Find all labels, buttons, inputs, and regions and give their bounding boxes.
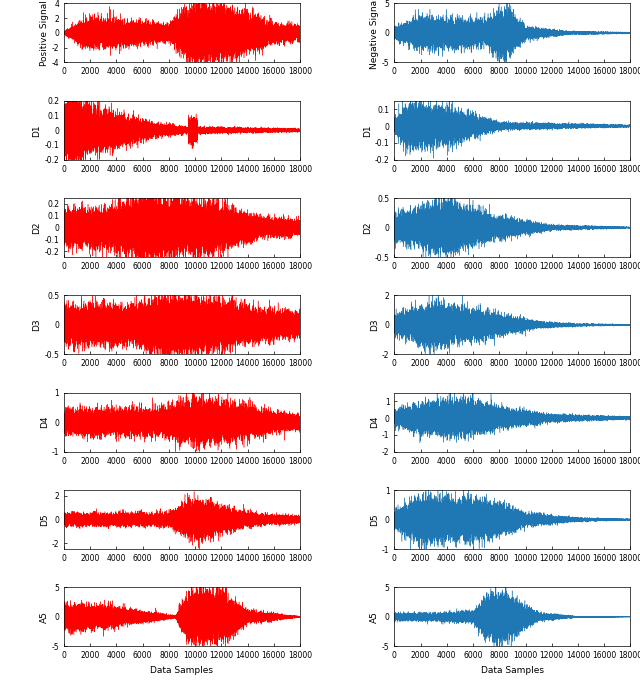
Y-axis label: D2: D2 — [33, 222, 42, 234]
Y-axis label: Negative Signal: Negative Signal — [370, 0, 379, 69]
Y-axis label: D3: D3 — [371, 319, 380, 331]
Y-axis label: A5: A5 — [40, 611, 49, 623]
X-axis label: Data Samples: Data Samples — [481, 666, 544, 675]
Y-axis label: D3: D3 — [33, 319, 42, 331]
Y-axis label: A5: A5 — [370, 611, 379, 623]
Y-axis label: D4: D4 — [371, 416, 380, 428]
X-axis label: Data Samples: Data Samples — [150, 666, 214, 675]
Y-axis label: D1: D1 — [33, 124, 42, 137]
Y-axis label: D4: D4 — [40, 416, 49, 428]
Y-axis label: D2: D2 — [363, 222, 372, 234]
Y-axis label: D5: D5 — [40, 513, 49, 526]
Y-axis label: D1: D1 — [363, 124, 372, 137]
Y-axis label: D5: D5 — [371, 513, 380, 526]
Y-axis label: Positive Signal: Positive Signal — [40, 0, 49, 66]
